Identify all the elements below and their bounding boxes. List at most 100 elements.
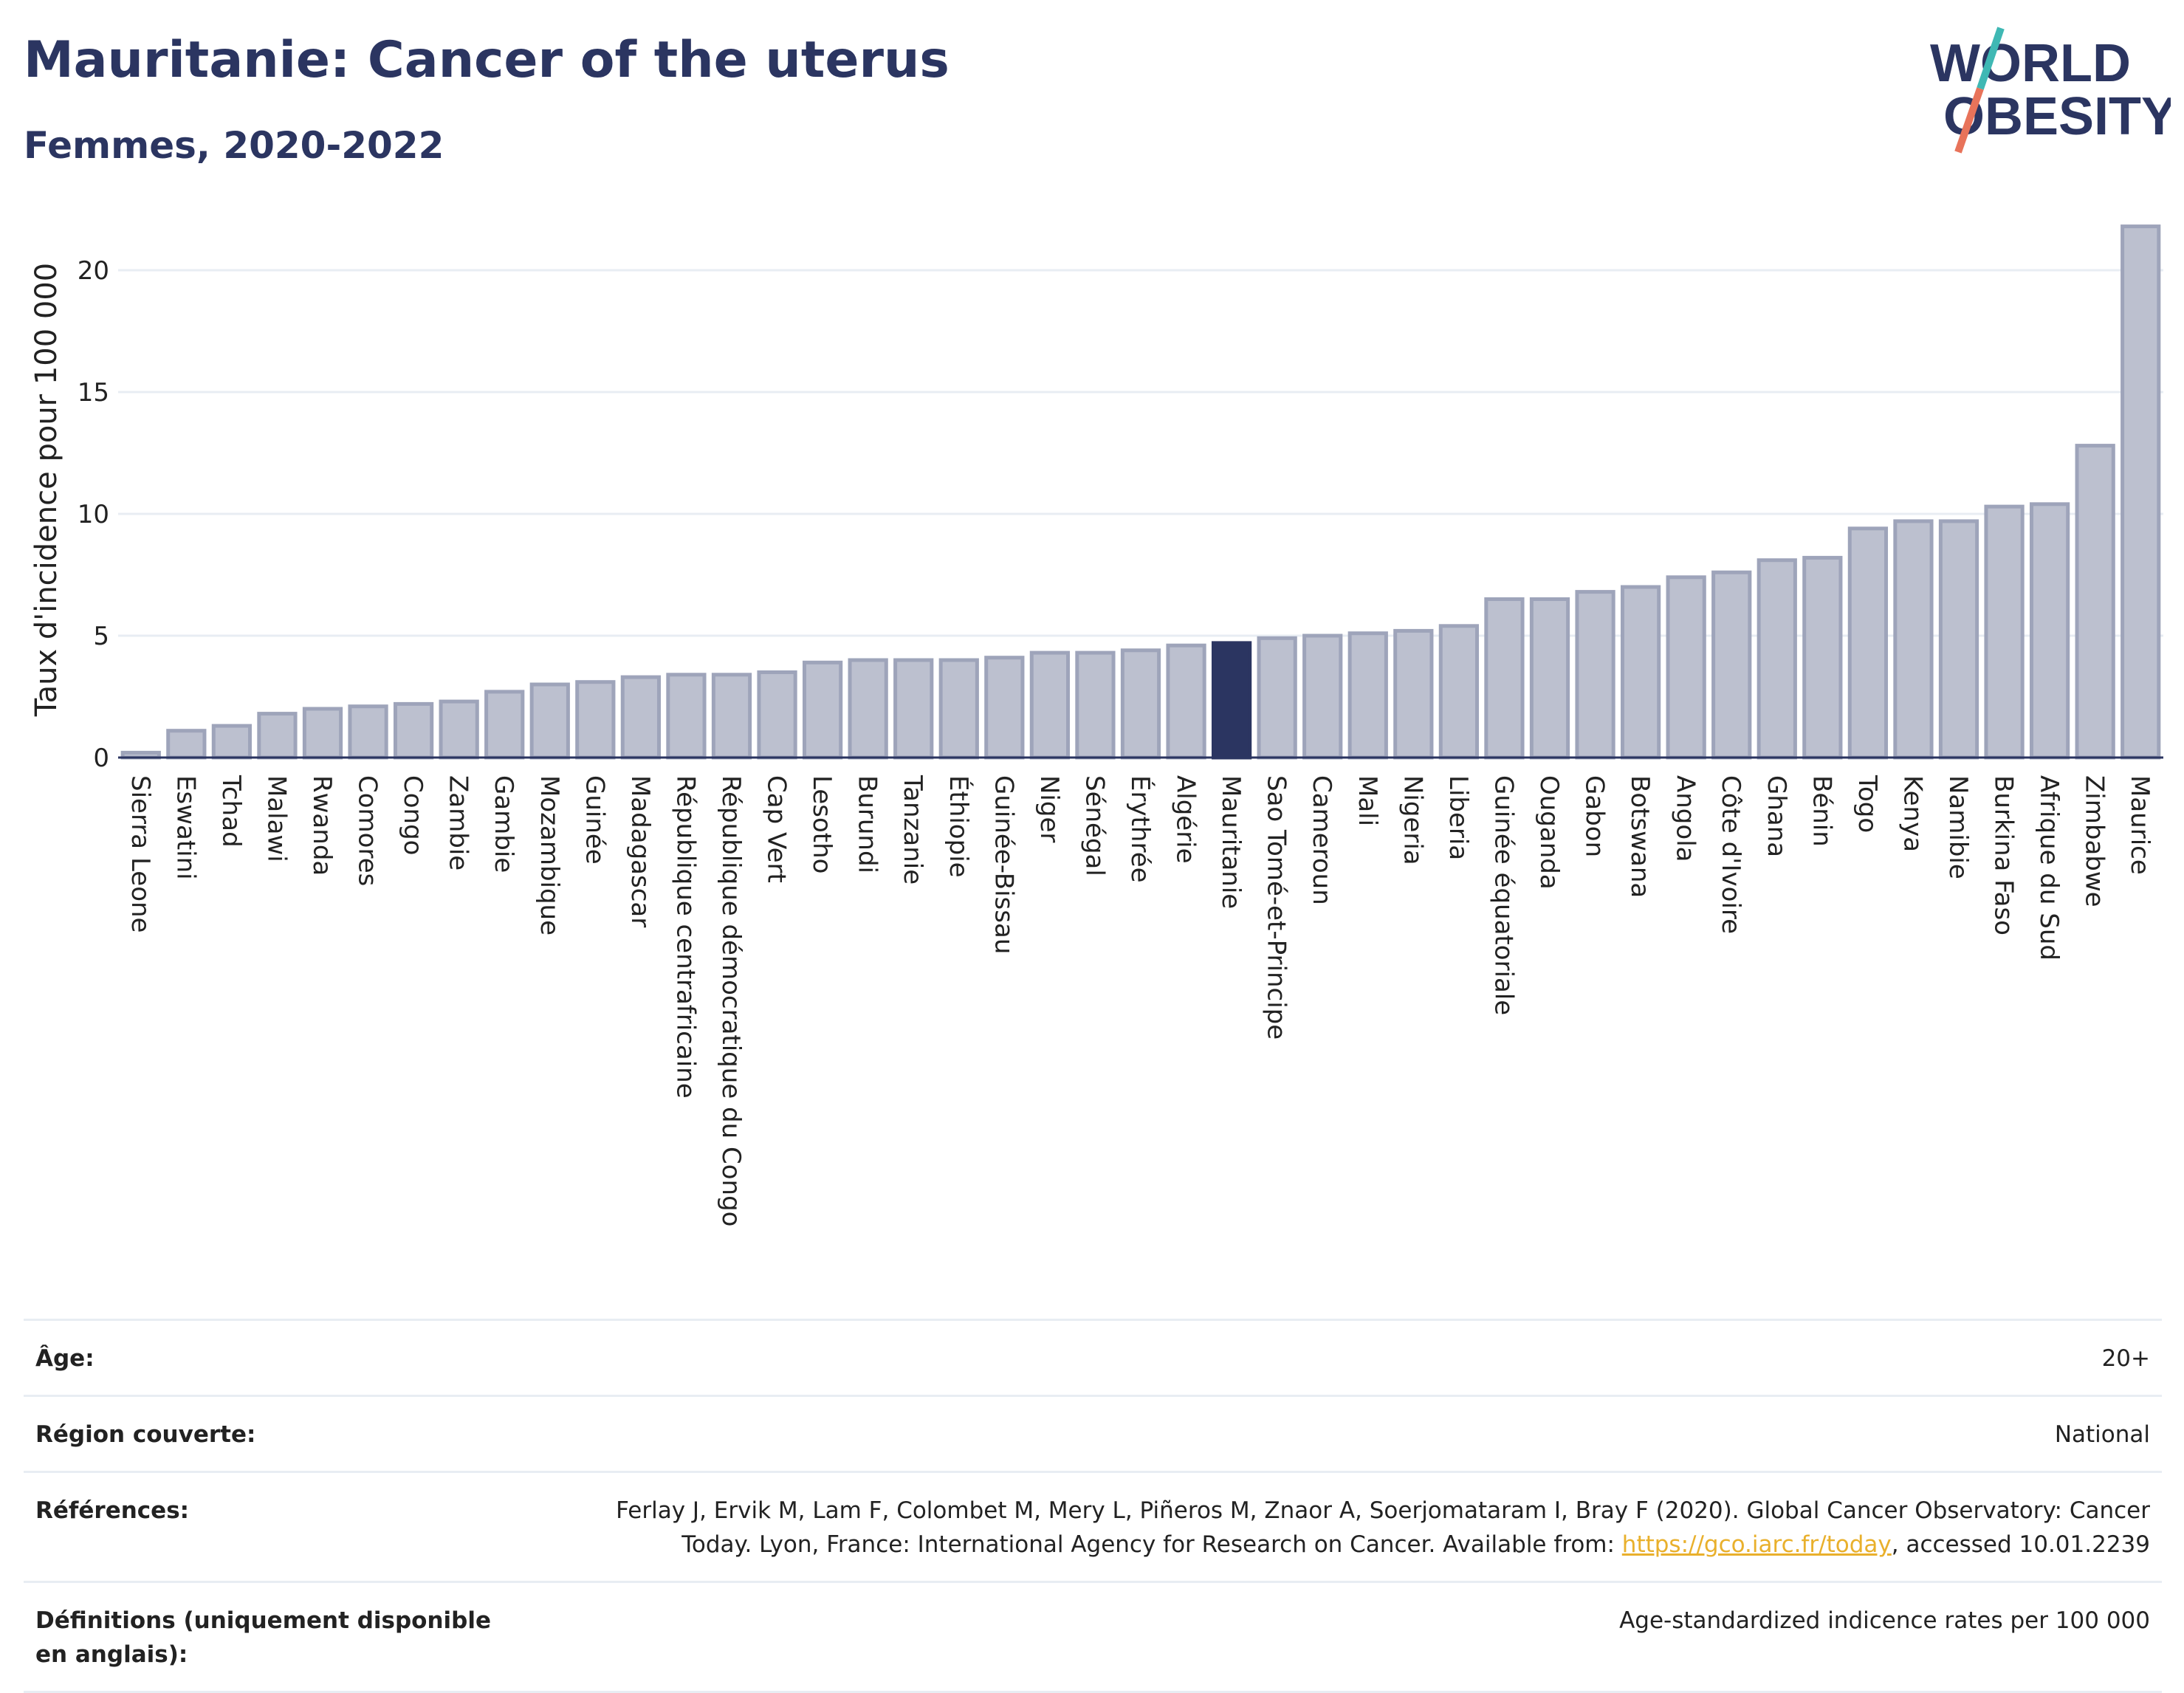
x-tick-label: Guinée équatoriale [1488,775,1518,1015]
x-tick-label: Congo [398,775,427,855]
y-tick-label: 0 [93,744,109,773]
meta-key: Âge: [35,1345,95,1372]
bar-cameroun [1302,633,1343,760]
meta-key: Références: [35,1497,190,1524]
x-tick-label: Malawi [261,775,291,862]
x-tick-label: Namibie [1943,775,1973,879]
bar-guin-e-quatoriale [1484,597,1525,760]
bar-nigeria [1393,628,1434,760]
x-tick-label: Gabon [1580,775,1610,857]
meta-key: Région couverte: [35,1421,256,1448]
logo-slash-bottom [1954,87,1984,154]
x-tick-label: Bénin [1807,775,1836,847]
x-tick-label: Gambie [489,775,518,873]
x-tick-label: Mauritanie [1216,775,1246,909]
x-tick-label: Ouganda [1534,775,1564,890]
bar-maurice [2121,224,2161,760]
x-tick-label: Nigeria [1398,775,1427,865]
bar-tchad [211,724,253,760]
x-tick-label: Afrique du Sud [2034,775,2064,961]
meta-value: National [2054,1421,2150,1448]
bar-chart: 0 5 10 15 20 Taux d'incidence pour 100 000 S… [30,224,2163,1226]
x-tick-label: Sénégal [1079,775,1109,876]
x-tick-label: Eswatini [171,775,200,880]
chart-title: Mauritanie: Cancer of the uterus [24,31,950,89]
y-tick-label: 15 [78,378,109,408]
reference-link[interactable]: https://gco.iarc.fr/today [1621,1531,1892,1558]
bar-liberia [1438,624,1480,760]
x-tick-label: Liberia [1443,775,1473,860]
bar-niger [1029,650,1071,760]
bar-tanzanie [893,658,934,760]
bar-rwanda [302,707,343,760]
bar-series [120,224,2161,760]
y-tick-label: 10 [78,500,109,529]
bar-angola [1666,575,1706,760]
x-tick-label: Zimbabwe [2080,775,2109,907]
bar-eswatini [166,729,207,760]
bar--thiopie [938,658,979,760]
meta-row-region: Région couverte: National [24,1395,2162,1471]
bar-burundi [848,658,888,760]
bar-c-te-d-ivoire [1711,570,1752,760]
meta-value: Age-standardized indicence rates per 100… [1619,1607,2150,1634]
x-tick-label: Burkina Faso [1989,775,2019,935]
x-tick-label: Guinée [580,775,609,865]
bar-guin-e-bissau [984,656,1025,760]
bar-malawi [257,712,298,760]
x-tick-label: Côte d'Ivoire [1716,775,1745,934]
bar-r-publique-centrafricaine [666,673,707,760]
bar-sao-tom-et-principe [1257,636,1297,760]
x-tick-label: Madagascar [625,775,655,927]
y-tick-labels: 0 5 10 15 20 [78,256,109,773]
chart-subtitle: Femmes, 2020-2022 [24,124,444,167]
bar-alg-rie [1166,643,1206,760]
bar-namibie [1938,519,1979,760]
x-tick-label: Érythrée [1125,775,1155,883]
x-tick-label: Tchad [216,775,246,848]
bar-botswana [1620,585,1661,760]
bar-kenya [1893,519,1934,760]
bar-ouganda [1529,597,1570,760]
bar--rythr-e [1120,648,1161,760]
bar-mali [1347,631,1388,760]
x-tick-label: Kenya [1898,775,1927,852]
bar-afrique-du-sud [2029,502,2070,760]
x-tick-label: Lesotho [807,775,837,873]
x-tick-label: Guinée-Bissau [989,775,1018,954]
logo-slash-top [1977,27,2005,90]
x-tick-label: Sierra Leone [126,775,155,933]
logo-text-line1: WORLD [1930,34,2131,93]
x-tick-label: Togo [1852,775,1882,833]
x-tick-label: Zambie [444,775,473,870]
x-tick-label: Algérie [1171,775,1201,864]
meta-value: Ferlay J, Ervik M, Lam F, Colombet M, Me… [570,1494,2150,1562]
meta-value: 20+ [2101,1345,2150,1372]
y-tick-label: 5 [93,622,109,651]
bar-mauritanie [1211,641,1252,760]
bar-guin-e [575,680,616,760]
x-tick-label: Ghana [1762,775,1791,857]
x-tick-label: République centrafricaine [670,775,700,1099]
bar-zimbabwe [2075,444,2115,760]
bar-s-n-gal [1075,650,1116,760]
x-tick-labels: Sierra Leone Eswatini Tchad Malawi Rwanda Com… [126,775,2154,1226]
x-tick-label: Maurice [2125,775,2154,875]
x-tick-label: République démocratique du Congo [716,775,746,1226]
x-tick-label: Comores [353,775,382,886]
x-tick-label: Niger [1034,775,1064,842]
y-tick-label: 20 [78,256,109,286]
x-tick-label: Mozambique [535,775,564,935]
bar-cap-vert [757,670,797,760]
bar-gambie [484,690,525,760]
bar-ghana [1757,558,1797,760]
bar-lesotho [802,660,843,760]
bar-comores [348,704,388,760]
world-obesity-logo: WORLD OBESITY [1930,27,2171,154]
bar-togo [1847,526,1889,760]
meta-row-references: Références: Ferlay J, Ervik M, Lam F, Co… [24,1471,2162,1581]
bar-burkina-faso [1984,504,2025,760]
x-tick-label: Sao Tomé-et-Principe [1262,775,1291,1040]
x-tick-label: Cap Vert [762,775,791,883]
x-tick-label: Mali [1353,775,1382,826]
